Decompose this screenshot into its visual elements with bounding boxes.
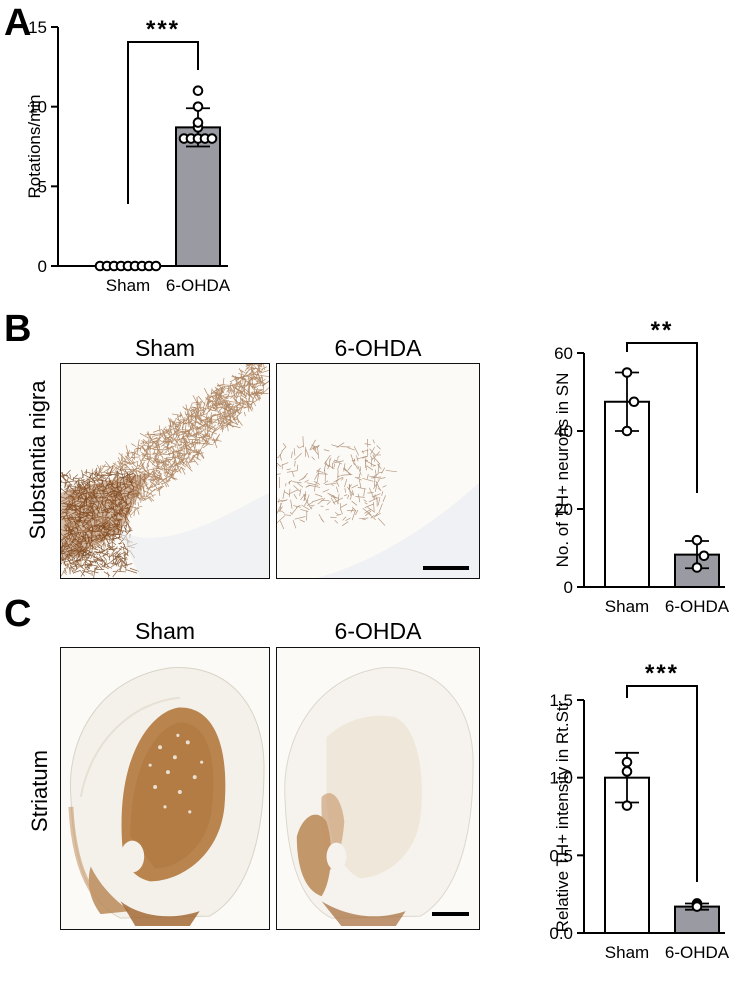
y-tick-label: 60 [554,344,573,363]
stain-dense-region [61,472,151,563]
y-tick-label: 40 [554,422,573,441]
stain-fibers [277,436,397,530]
panel-a-chart: 0 5 10 15 Rotations/min Sham 6-OHDA *** [0,0,300,305]
data-point [621,756,633,768]
panel-c-row-label: Striatum [27,750,52,832]
bar-6-ohda [175,126,221,267]
significance-bracket [626,685,698,882]
y-tick-label: 1.5 [549,691,573,710]
micrograph-sn-sham [60,363,270,579]
panel-b-letter: B [4,308,32,350]
y-tick-label: 0 [38,257,47,276]
tissue-background [120,492,269,578]
data-point [192,101,204,112]
y-axis-label: No. of TH+ neurons in SN [553,373,572,568]
panel-a-letter: A [4,2,32,44]
x-tick-label: Sham [605,597,649,615]
y-tick-label: 5 [38,177,47,196]
y-tick-label: 0 [564,578,573,597]
y-tick-label: 1.0 [549,769,573,788]
x-tick-label: Sham [106,276,150,295]
panel-c-col-title-ohda: 6-OHDA [334,618,422,644]
scale-bar-sn [423,566,469,570]
x-tick-label: 6-OHDA [665,597,730,615]
y-tick-label: 0.5 [549,846,573,865]
data-point [206,133,218,144]
data-point [628,396,640,408]
y-tick-label: 0.0 [549,924,573,943]
chart-svg-a: 0 5 10 15 Rotations/min Sham 6-OHDA *** [25,16,231,295]
y-axis-label: Rotations/min [25,95,44,199]
significance-stars: *** [645,660,679,687]
significance-bracket [127,41,199,204]
panel-c-chart: 0.0 0.5 1.0 1.5 Relative TH+ intensity in Rt… [500,650,750,981]
data-point [192,117,204,128]
data-point [691,534,703,546]
data-point [698,550,710,562]
data-point [621,800,633,811]
significance-stars: ** [651,317,674,344]
data-point [691,562,703,573]
y-tick-label: 15 [28,18,47,37]
panel-b-chart: 0 20 40 60 No. of TH+ neurons in SN Sham 6-OHD… [500,315,750,615]
x-tick-label: Sham [605,943,649,962]
x-tick-label: 6-OHDA [665,943,730,962]
x-tick-label: 6-OHDA [166,276,231,295]
significance-bracket [626,342,698,493]
data-point [621,766,633,777]
y-axis-label: Relative TH+ intensity in Rt.Str [553,700,572,932]
panel-b-row-label: Substantia nigra [25,380,50,540]
panel-c-letter: C [4,593,32,635]
data-point [691,901,703,912]
data-point [150,260,162,272]
panel-b-col-title-ohda: 6-OHDA [334,335,422,361]
micrograph-sn-6ohda [276,363,480,579]
significance-stars: *** [146,16,180,43]
scale-bar-striatum [432,912,469,916]
data-point [192,85,204,97]
data-point [621,425,633,437]
chart-svg-b: 0 20 40 60 No. of TH+ neurons in SN Sham 6-OHD… [553,317,730,615]
panel-b-col-title-sham: Sham [134,335,196,361]
micrograph-striatum-sham [60,647,270,930]
y-tick-label: 10 [28,98,47,117]
y-tick-label: 20 [554,500,573,519]
data-point [621,367,633,378]
panel-c-col-title-sham: Sham [134,618,196,644]
tissue-background [316,482,479,578]
micrograph-striatum-6ohda [276,647,480,930]
